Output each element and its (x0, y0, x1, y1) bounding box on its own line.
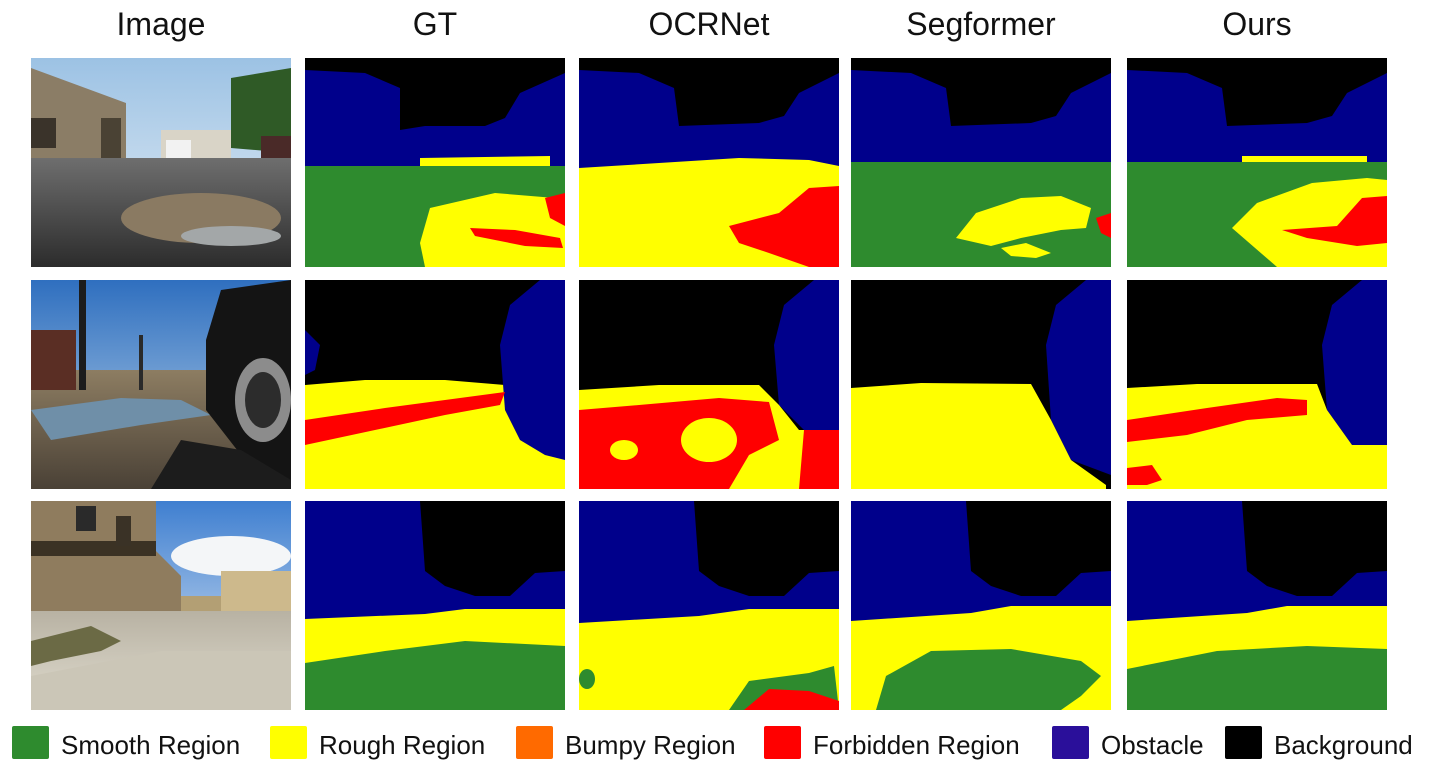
row3-segformer-mask (851, 501, 1111, 710)
forbidden-swatch (764, 726, 801, 759)
column-header-ocrnet: OCRNet (648, 6, 770, 42)
bumpy-swatch (516, 726, 553, 759)
row2-photo (31, 280, 291, 489)
row1-photo (31, 58, 291, 267)
legend-label: Bumpy Region (565, 730, 736, 760)
row3-photo (31, 501, 291, 710)
row3-gt-mask (305, 501, 565, 710)
legend-label: Rough Region (319, 730, 486, 760)
row1-ours-mask (1127, 58, 1387, 267)
obstacle-swatch (1052, 726, 1089, 759)
legend-label: Background (1274, 730, 1413, 760)
row1-ocrnet-mask (579, 58, 839, 267)
legend-label: Obstacle (1101, 730, 1204, 760)
rough-swatch (270, 726, 307, 759)
row3-ours-mask (1127, 501, 1387, 710)
row2-segformer-mask (851, 280, 1111, 489)
legend-label: Smooth Region (61, 730, 241, 760)
row3-ocrnet-mask (579, 501, 839, 710)
background-swatch (1225, 726, 1262, 759)
row2-gt-mask (305, 280, 565, 489)
column-header-gt: GT (412, 6, 458, 42)
row1-gt-mask (305, 58, 565, 267)
row2-ours-mask (1127, 280, 1387, 489)
row2-ocrnet-mask (579, 280, 839, 489)
column-header-segformer: Segformer (906, 6, 1056, 42)
legend: Smooth Region Rough Region Bumpy Region … (0, 722, 1433, 772)
column-header-ours: Ours (1222, 6, 1292, 42)
smooth-swatch (12, 726, 49, 759)
legend-label: Forbidden Region (813, 730, 1020, 760)
column-header-image: Image (116, 6, 206, 42)
row1-segformer-mask (851, 58, 1111, 267)
